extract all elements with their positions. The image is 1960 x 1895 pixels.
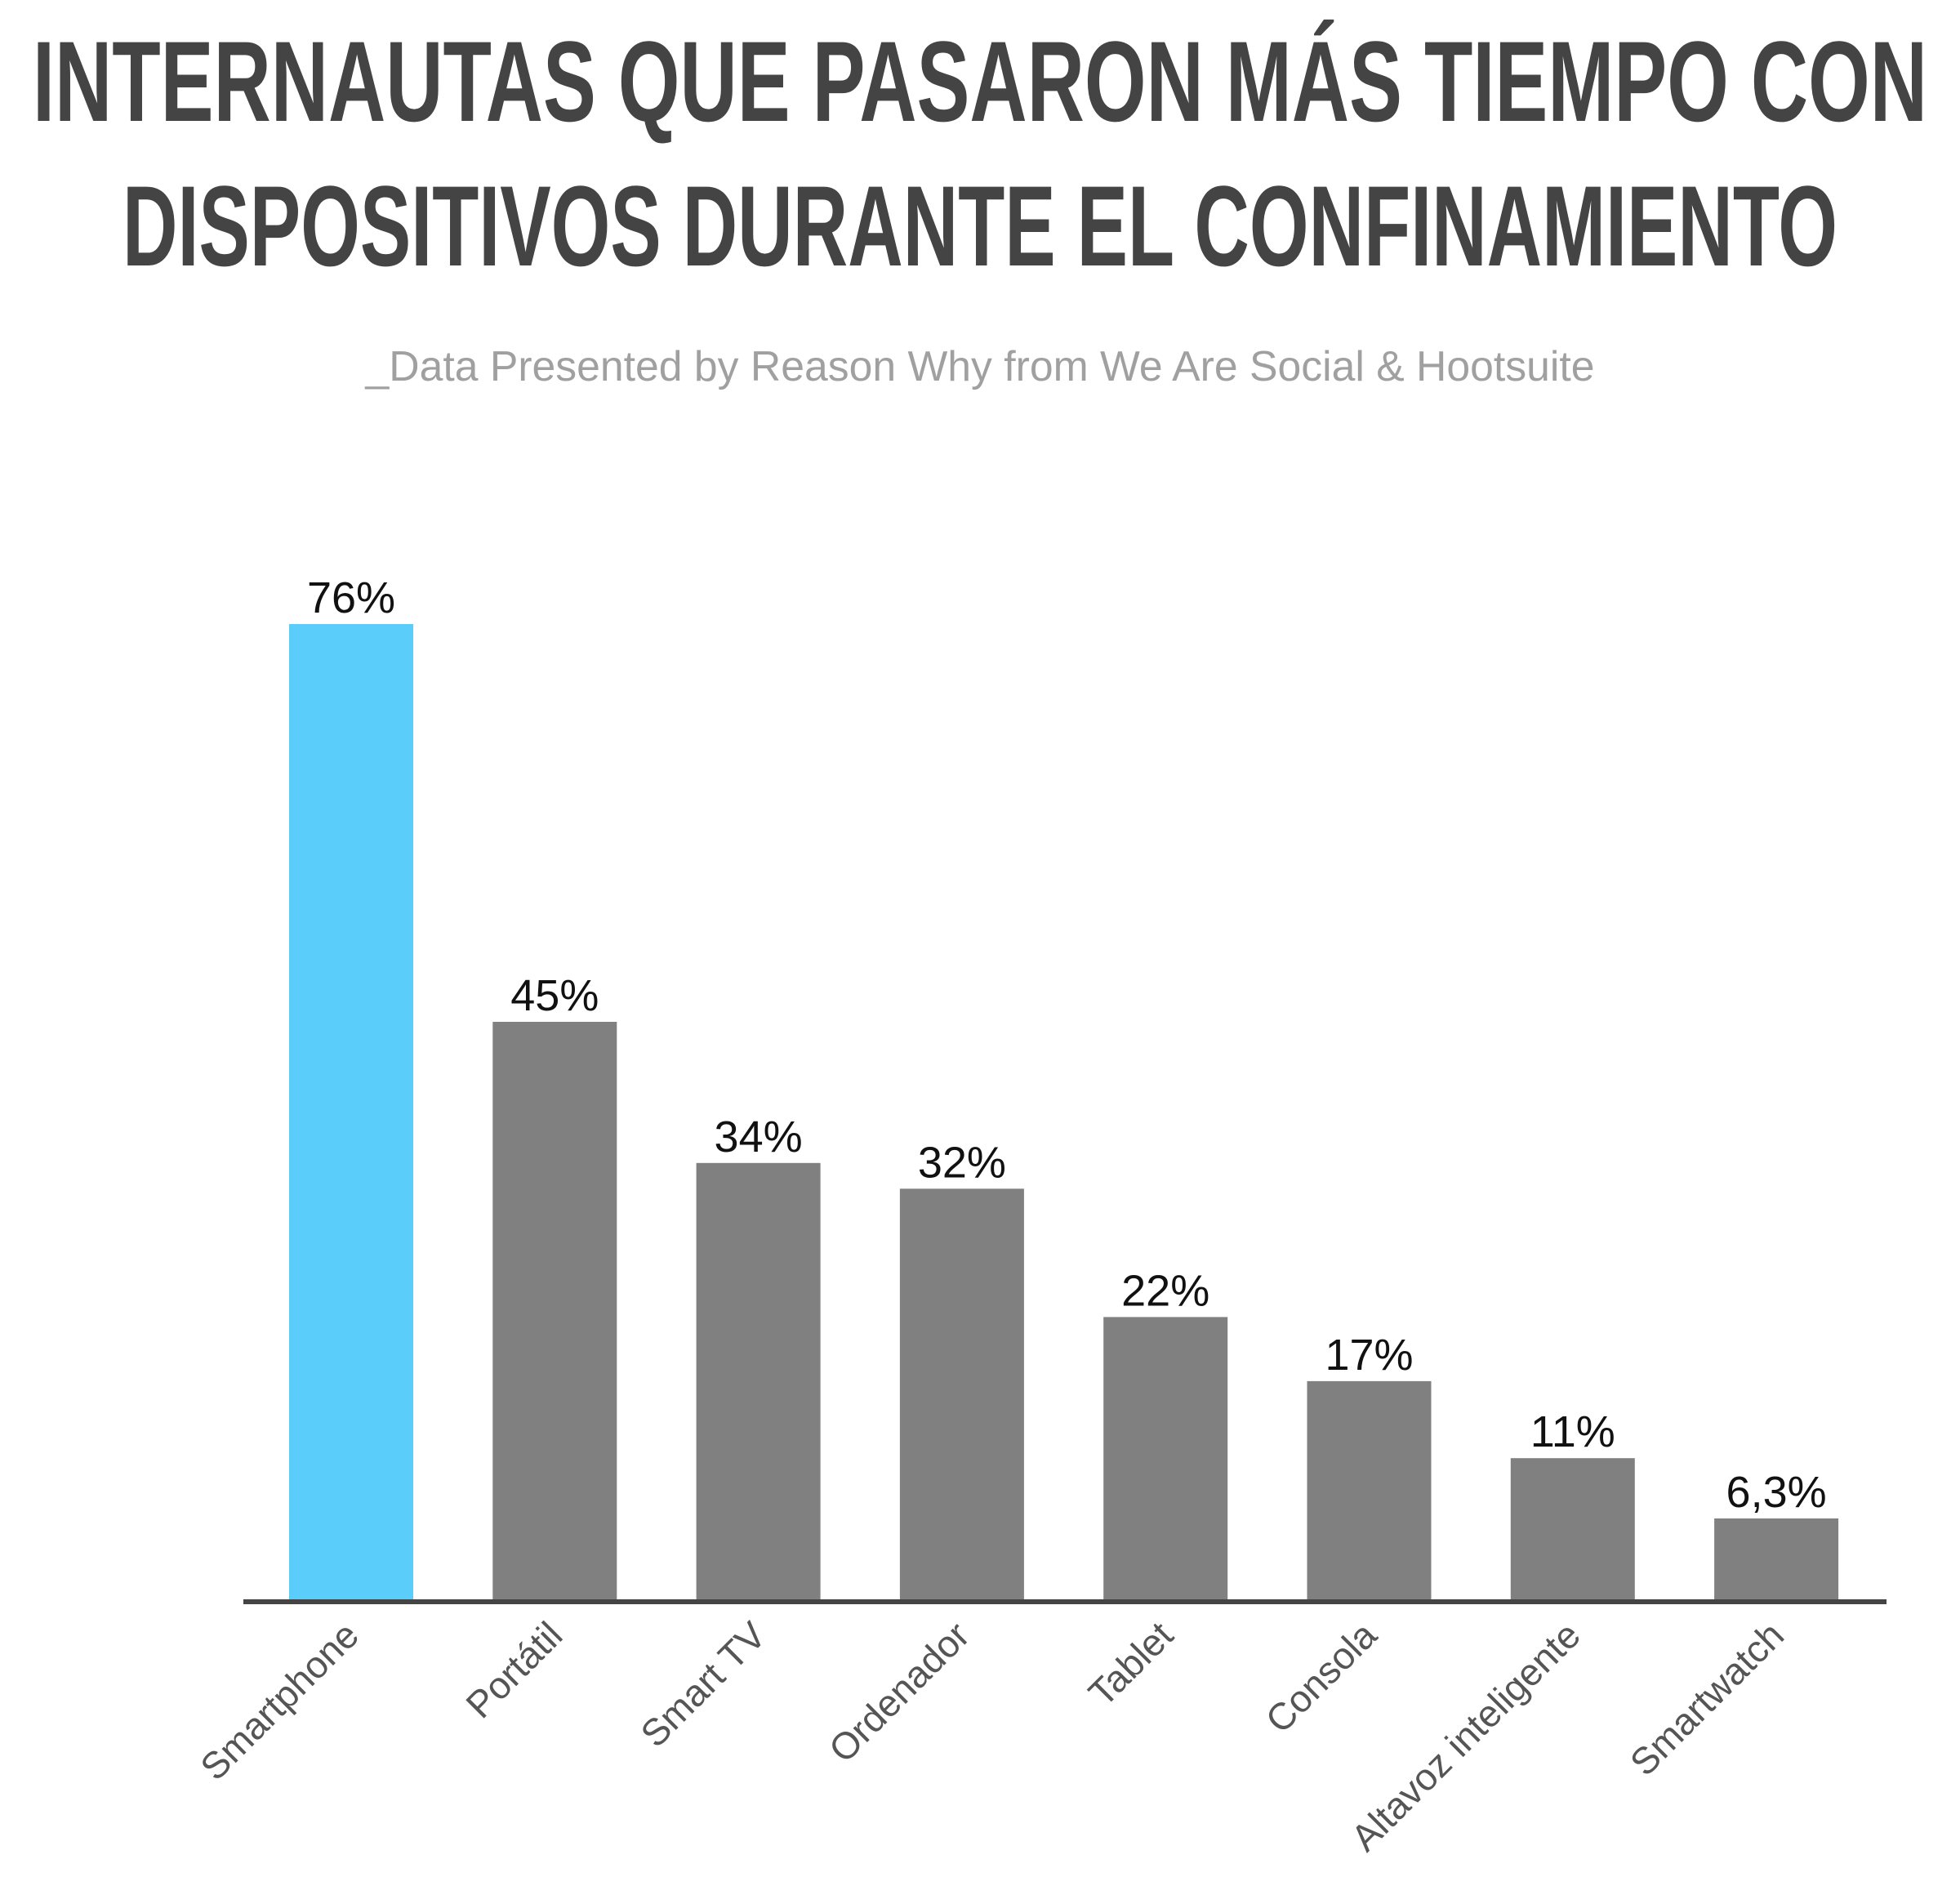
value-label-5: 17% xyxy=(1325,1331,1413,1380)
category-label-4: Tablet xyxy=(1080,1613,1182,1714)
chart-title-line-2: DISPOSITIVOS DURANTE EL CONFINAMIENTO xyxy=(122,162,1838,290)
category-label-5: Consola xyxy=(1257,1613,1384,1741)
category-label-3: Ordenador xyxy=(821,1613,978,1770)
value-label-7: 6,3% xyxy=(1726,1468,1827,1517)
category-label-6: Altavoz inteligente xyxy=(1343,1613,1588,1859)
chart-title-line-1: INTERNAUTAS QUE PASARON MÁS TIEMPO CON xyxy=(33,17,1927,145)
bar-0 xyxy=(289,624,413,1599)
bar-6 xyxy=(1510,1458,1635,1599)
bar-7 xyxy=(1714,1518,1839,1599)
category-label-7: Smartwatch xyxy=(1622,1613,1792,1783)
bar-4 xyxy=(1103,1317,1228,1599)
value-label-2: 34% xyxy=(715,1112,803,1162)
value-label-1: 45% xyxy=(510,971,599,1020)
bar-3 xyxy=(899,1188,1024,1599)
value-label-6: 11% xyxy=(1530,1407,1615,1456)
value-label-4: 22% xyxy=(1121,1266,1209,1315)
chart-title: INTERNAUTAS QUE PASARON MÁS TIEMPO CON D… xyxy=(33,17,1927,290)
chart-subtitle: _Data Presented by Reason Why from We Ar… xyxy=(365,343,1595,390)
bar-2 xyxy=(696,1162,821,1599)
category-label-0: Smartphone xyxy=(192,1613,367,1788)
plot-area: 76% Smartphone 45% Portátil 34% Smart TV 32% Or… xyxy=(192,573,1839,1859)
bar-5 xyxy=(1307,1380,1432,1599)
category-label-1: Portátil xyxy=(457,1613,570,1726)
value-label-0: 76% xyxy=(307,573,395,622)
category-label-2: Smart TV xyxy=(632,1613,774,1755)
bar-1 xyxy=(492,1022,617,1599)
value-label-3: 32% xyxy=(918,1138,1006,1187)
